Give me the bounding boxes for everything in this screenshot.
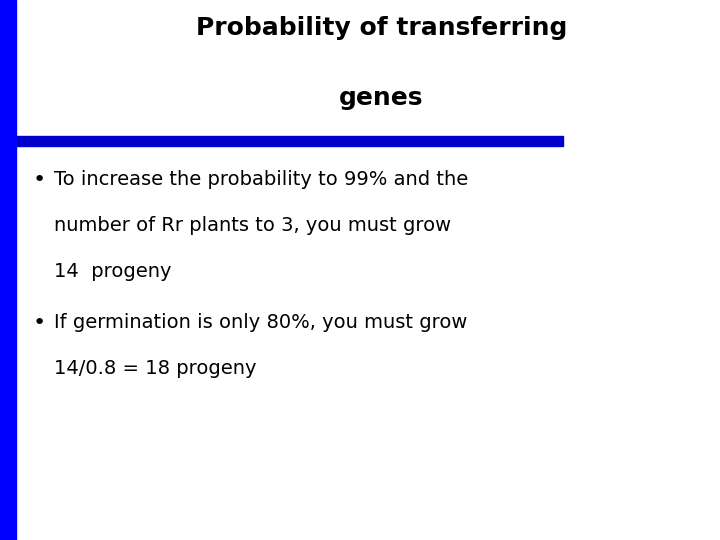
Text: 14/0.8 = 18 progeny: 14/0.8 = 18 progeny — [54, 359, 256, 378]
Text: •: • — [32, 313, 45, 333]
Text: Probability of transferring: Probability of transferring — [196, 16, 567, 40]
Text: •: • — [32, 170, 45, 190]
Bar — [16, 136, 563, 146]
Bar — [0, 0, 16, 540]
Text: If germination is only 80%, you must grow: If germination is only 80%, you must gro… — [54, 313, 467, 332]
Text: number of Rr plants to 3, you must grow: number of Rr plants to 3, you must grow — [54, 216, 451, 235]
Text: genes: genes — [339, 86, 424, 110]
Text: 14  progeny: 14 progeny — [54, 262, 171, 281]
Text: To increase the probability to 99% and the: To increase the probability to 99% and t… — [54, 170, 468, 189]
